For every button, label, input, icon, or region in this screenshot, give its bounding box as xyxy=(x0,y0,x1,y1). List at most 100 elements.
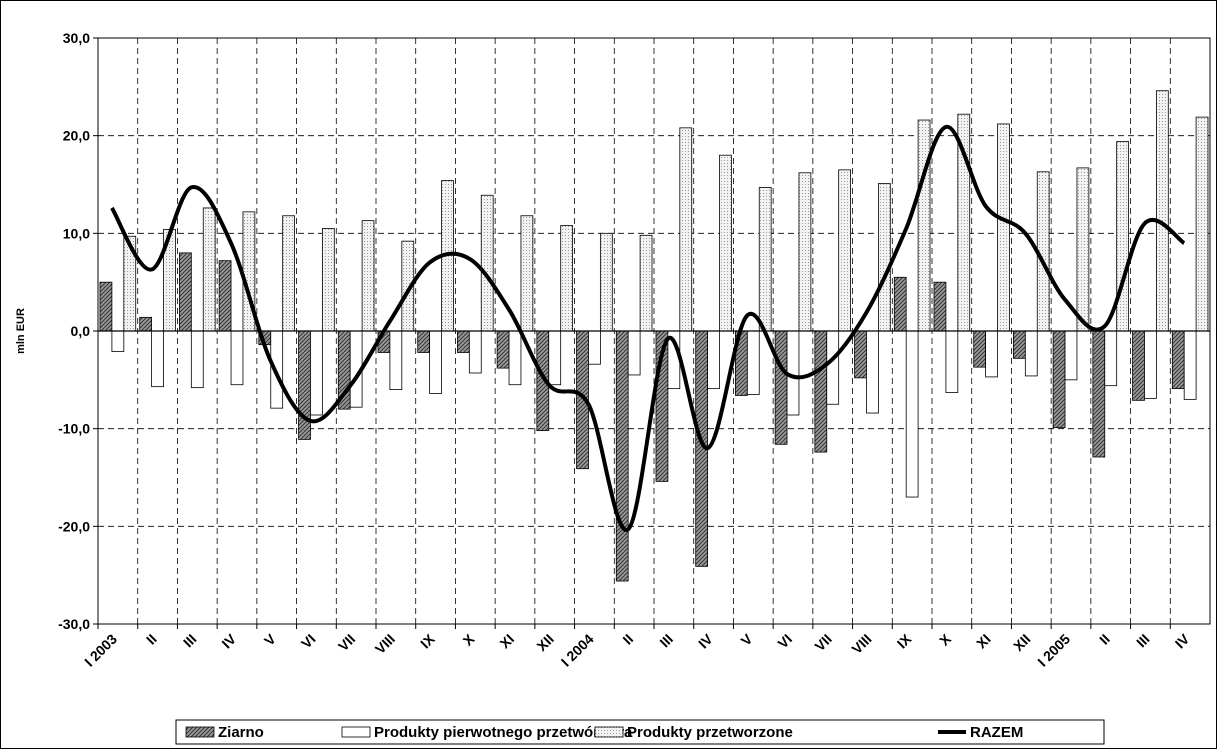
x-tick-label: I 2004 xyxy=(558,631,597,670)
bar-light-dots xyxy=(838,169,851,332)
x-tick-label: V xyxy=(738,630,756,648)
bar-dark-hatch xyxy=(298,330,311,440)
y-tick-label: -10,0 xyxy=(58,421,90,437)
bar-white xyxy=(588,330,601,365)
bar-white xyxy=(627,330,641,376)
bar-white xyxy=(468,330,482,374)
bar-light-dots xyxy=(798,172,812,332)
bar-dark-hatch xyxy=(139,316,153,332)
x-tick-label: IV xyxy=(695,630,716,651)
bar-light-dots xyxy=(877,183,891,332)
bar-light-dots xyxy=(997,123,1010,332)
bar-light-dots xyxy=(560,225,573,332)
bar-white xyxy=(508,330,522,386)
bar-light-dots xyxy=(480,194,494,332)
x-tick-label: XI xyxy=(496,631,517,652)
bar-white xyxy=(746,330,760,395)
bar-dark-hatch xyxy=(933,281,947,332)
bar-dark-hatch xyxy=(893,276,907,332)
bar-dark-hatch xyxy=(99,281,113,332)
legend-swatch xyxy=(185,726,215,738)
bar-dark-hatch xyxy=(1171,330,1185,390)
bar-dark-hatch xyxy=(1092,330,1106,458)
x-tick-label: I 2005 xyxy=(1034,631,1073,670)
bar-dark-hatch xyxy=(496,330,510,369)
x-tick-label: VIII xyxy=(848,631,874,657)
bar-dark-hatch xyxy=(1052,330,1066,429)
bar-dark-hatch xyxy=(1132,330,1145,401)
x-tick-label: V xyxy=(261,630,279,648)
bar-light-dots xyxy=(1195,116,1209,332)
x-tick-label: IV xyxy=(218,630,239,651)
bar-white xyxy=(985,330,998,378)
y-tick-label: 20,0 xyxy=(63,128,90,144)
x-tick-label: III xyxy=(656,631,676,651)
bar-light-dots xyxy=(282,215,295,332)
x-tick-label: VII xyxy=(335,631,358,654)
bar-light-dots xyxy=(758,187,772,332)
x-tick-label: II xyxy=(1096,631,1113,648)
bar-white xyxy=(548,330,562,386)
bar-white xyxy=(389,330,403,390)
x-tick-label: I 2003 xyxy=(81,631,120,670)
x-tick-label: VII xyxy=(811,631,834,654)
x-tick-label: IX xyxy=(894,630,915,651)
x-tick-label: III xyxy=(1133,631,1153,651)
bar-dark-hatch xyxy=(973,330,987,368)
x-tick-label: IV xyxy=(1172,630,1193,651)
bar-light-dots xyxy=(361,220,375,332)
legend: Ziarno Produkty pierwotnego przetwórstwaP… xyxy=(175,719,1105,745)
bar-white xyxy=(707,330,720,390)
bar-white xyxy=(429,330,442,394)
bar-white xyxy=(826,330,840,405)
bar-dark-hatch xyxy=(457,330,470,353)
bar-dark-hatch xyxy=(774,330,788,445)
bar-light-dots xyxy=(599,232,613,332)
x-tick-label: X xyxy=(936,630,954,648)
bar-white xyxy=(1144,330,1157,399)
y-tick-label: 0,0 xyxy=(71,323,91,339)
bar-white xyxy=(190,330,204,389)
bar-white xyxy=(866,330,879,414)
y-axis-label: mln EUR xyxy=(15,308,27,354)
bar-light-dots xyxy=(1116,141,1129,332)
bar-dark-hatch xyxy=(854,330,867,379)
y-tick-label: 10,0 xyxy=(63,225,90,241)
bar-dark-hatch xyxy=(218,260,232,332)
y-tick-label: 30,0 xyxy=(63,30,90,46)
legend-swatch xyxy=(341,726,371,738)
bar-dark-hatch xyxy=(615,330,629,582)
razem-line xyxy=(110,124,1186,532)
x-tick-label: X xyxy=(460,630,478,648)
x-tick-label: IX xyxy=(417,630,438,651)
bar-dark-hatch xyxy=(179,252,192,332)
bar-dark-hatch xyxy=(1013,330,1026,359)
bar-white xyxy=(945,330,959,393)
x-tick-label: XI xyxy=(973,631,994,652)
legend-label: Produkty pierwotnego przetwórstwa xyxy=(374,724,633,741)
legend-swatch xyxy=(594,726,624,738)
legend-label: RAZEM xyxy=(970,724,1023,741)
x-tick-label: XII xyxy=(1010,631,1033,654)
bar-light-dots xyxy=(1155,90,1169,332)
bar-white xyxy=(111,330,125,352)
bar-light-dots xyxy=(917,119,931,332)
legend-label: Produkty przetworzone xyxy=(627,724,793,741)
bar-white xyxy=(905,330,919,498)
bar-light-dots xyxy=(719,154,732,332)
bar-light-dots xyxy=(321,228,335,332)
x-tick-label: VI xyxy=(774,631,795,652)
bar-light-dots xyxy=(520,215,534,332)
bar-light-dots xyxy=(1076,167,1090,332)
bar-white xyxy=(1104,330,1118,387)
bar-light-dots xyxy=(639,234,653,332)
bar-white xyxy=(230,330,244,386)
razem-line-layer xyxy=(110,124,1186,532)
bar-white xyxy=(1183,330,1197,400)
bar-light-dots xyxy=(202,207,216,332)
x-tick-label: XII xyxy=(533,631,556,654)
bar-dark-hatch xyxy=(417,330,431,353)
x-tick-label: VI xyxy=(298,631,319,652)
y-tick-label: -20,0 xyxy=(58,518,90,534)
